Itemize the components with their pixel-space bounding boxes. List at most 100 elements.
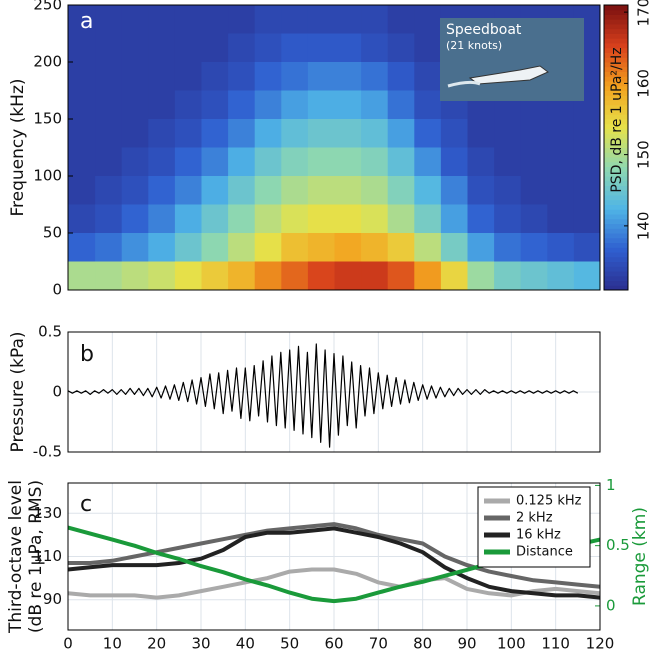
heatmap-cell: [413, 261, 441, 291]
heatmap-cell: [254, 62, 282, 91]
colorbar-segment: [604, 62, 628, 68]
colorbar-segment: [604, 24, 628, 30]
colorbar-segment: [604, 190, 628, 196]
heatmap-cell: [94, 176, 122, 205]
y-axis-label: Third-octave level: [6, 480, 26, 634]
heatmap-cell: [520, 119, 548, 148]
colorbar-segment: [604, 242, 628, 248]
y-tick-label: 0: [52, 281, 62, 299]
heatmap-cell: [413, 147, 441, 177]
heatmap-cell: [94, 90, 122, 120]
heatmap-cell: [307, 5, 335, 34]
colorbar-frame: [603, 4, 629, 291]
heatmap-cell: [254, 204, 282, 234]
colorbar-segment: [604, 152, 628, 158]
heatmap-cell: [520, 204, 548, 234]
heatmap-cell: [201, 204, 229, 234]
heatmap-cell: [121, 233, 149, 262]
colorbar-segment: [604, 199, 628, 205]
y-tick-label: 50: [43, 224, 62, 242]
heatmap-cell: [440, 147, 468, 177]
colorbar-segment: [604, 19, 628, 25]
heatmap-cell: [94, 62, 122, 91]
heatmap-cell: [413, 62, 441, 91]
heatmap-cell: [520, 176, 548, 205]
x-tick-label: 0: [63, 635, 73, 653]
heatmap-cell: [334, 176, 362, 205]
colorbar-segment: [604, 81, 628, 87]
heatmap-cell: [360, 147, 388, 177]
heatmap-cell: [174, 204, 202, 234]
x-tick-label: 120: [586, 635, 615, 653]
heatmap-cell: [280, 5, 308, 34]
heatmap-cell: [573, 119, 601, 148]
heatmap-cell: [334, 119, 362, 148]
heatmap-cell: [387, 233, 415, 262]
heatmap-cell: [174, 176, 202, 205]
heatmap-cell: [413, 204, 441, 234]
heatmap-cell: [227, 261, 255, 291]
y-tick-label: 130: [33, 504, 62, 522]
heatmap-cell: [227, 233, 255, 262]
colorbar-segment: [604, 85, 628, 91]
heatmap-cell: [546, 119, 574, 148]
heatmap-cell: [201, 233, 229, 262]
heatmap-cell: [174, 5, 202, 34]
heatmap-cell: [147, 119, 175, 148]
heatmap-cell: [280, 62, 308, 91]
heatmap-cell: [307, 62, 335, 91]
heatmap-cell: [467, 147, 495, 177]
colorbar-segment: [604, 266, 628, 272]
heatmap-cell: [307, 204, 335, 234]
x-tick-label: 80: [413, 635, 432, 653]
inset-photo: [440, 18, 584, 101]
axes-frame: [67, 482, 601, 631]
colorbar-segment: [604, 5, 628, 11]
heatmap-cell: [94, 5, 122, 34]
colorbar-segment: [604, 256, 628, 262]
heatmap-cell: [413, 233, 441, 262]
inset-subtitle: (21 knots): [446, 39, 502, 52]
heatmap-cell: [280, 261, 308, 291]
heatmap-cell: [440, 261, 468, 291]
colorbar-segment: [604, 176, 628, 182]
heatmap-cell: [227, 119, 255, 148]
heatmap-cell: [440, 233, 468, 262]
data-line: [67, 343, 579, 448]
heatmap-cell: [280, 119, 308, 148]
heatmap-cell: [254, 147, 282, 177]
colorbar-segment: [604, 133, 628, 139]
colorbar-segment: [604, 104, 628, 110]
heatmap-cell: [387, 261, 415, 291]
heatmap-cell: [334, 147, 362, 177]
heatmap-cell: [573, 261, 601, 291]
colorbar-segment: [604, 90, 628, 96]
heatmap-cell: [201, 176, 229, 205]
heatmap-cell: [121, 204, 149, 234]
heatmap-cell: [334, 62, 362, 91]
colorbar-segment: [604, 47, 628, 53]
heatmap-cell: [467, 261, 495, 291]
heatmap-cell: [440, 119, 468, 148]
heatmap-cell: [227, 147, 255, 177]
heatmap-cell: [201, 119, 229, 148]
y-tick-label: 0.5: [38, 323, 62, 341]
heatmap-cell: [360, 62, 388, 91]
heatmap-cell: [121, 176, 149, 205]
heatmap-cell: [493, 119, 521, 148]
colorbar-segment: [604, 209, 628, 215]
colorbar-segment: [604, 280, 628, 286]
heatmap-cell: [520, 233, 548, 262]
colorbar-segment: [604, 38, 628, 44]
y2-tick-label: 0.5: [606, 536, 630, 554]
colorbar-segment: [604, 228, 628, 234]
heatmap-cell: [280, 33, 308, 63]
heatmap-cell: [573, 204, 601, 234]
heatmap-cell: [201, 90, 229, 120]
heatmap-cell: [493, 176, 521, 205]
colorbar-segment: [604, 66, 628, 72]
heatmap-cell: [493, 204, 521, 234]
heatmap-cell: [573, 233, 601, 262]
colorbar-segment: [604, 28, 628, 34]
heatmap-cell: [121, 33, 149, 63]
